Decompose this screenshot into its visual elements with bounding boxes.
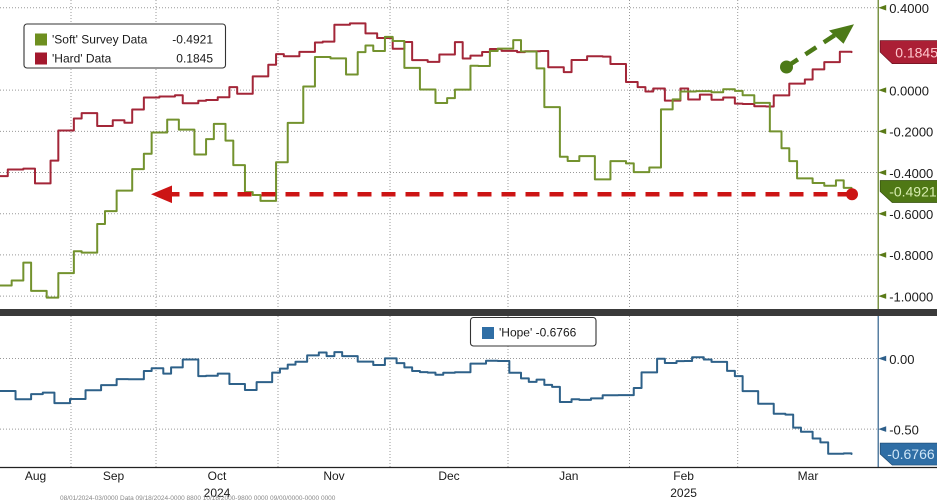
svg-text:-0.6000: -0.6000 — [889, 207, 933, 222]
svg-text:'Soft' Survey Data: 'Soft' Survey Data — [52, 33, 148, 47]
svg-text:'Hope' -0.6766: 'Hope' -0.6766 — [499, 326, 577, 340]
svg-text:Feb: Feb — [673, 469, 694, 483]
svg-text:Aug: Aug — [25, 469, 46, 483]
svg-text:0.1845: 0.1845 — [176, 52, 213, 66]
svg-text:Jan: Jan — [559, 469, 578, 483]
svg-text:-0.2000: -0.2000 — [889, 125, 933, 140]
svg-text:0.4000: 0.4000 — [889, 1, 929, 16]
svg-text:0.0000: 0.0000 — [889, 83, 929, 98]
svg-text:-0.6766: -0.6766 — [887, 446, 935, 462]
svg-text:Sep: Sep — [103, 469, 125, 483]
svg-text:-0.4921: -0.4921 — [889, 184, 937, 200]
svg-text:Oct: Oct — [208, 469, 227, 483]
svg-text:0.1845: 0.1845 — [895, 45, 937, 61]
svg-text:Nov: Nov — [323, 469, 344, 483]
svg-text:Mar: Mar — [798, 469, 819, 483]
svg-text:'Hard' Data: 'Hard' Data — [52, 52, 112, 66]
svg-text:2025: 2025 — [670, 486, 697, 500]
svg-text:-1.0000: -1.0000 — [889, 289, 933, 304]
svg-text:-0.4921: -0.4921 — [172, 33, 213, 47]
svg-text:0.00: 0.00 — [889, 352, 914, 367]
svg-text:-0.50: -0.50 — [889, 422, 919, 437]
svg-text:08/01/2024-03/0000 Data 09/18: 08/01/2024-03/0000 Data 09/18/2024-0000 … — [60, 495, 336, 501]
svg-text:-0.4000: -0.4000 — [889, 166, 933, 181]
svg-text:Dec: Dec — [438, 469, 459, 483]
svg-text:-0.8000: -0.8000 — [889, 248, 933, 263]
